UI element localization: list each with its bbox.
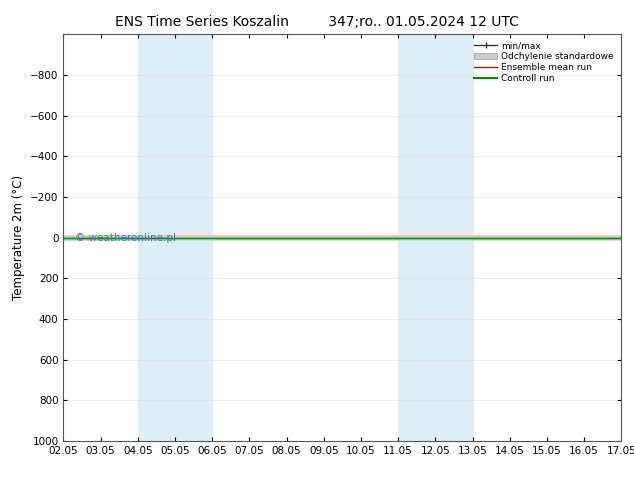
Y-axis label: Temperature 2m (°C): Temperature 2m (°C) [11,175,25,300]
Bar [398,34,472,441]
Text: © weatheronline.pl: © weatheronline.pl [75,233,176,243]
Legend: min/max, Odchylenie standardowe, Ensemble mean run, Controll run: min/max, Odchylenie standardowe, Ensembl… [472,39,617,86]
Text: ENS Time Series Koszalin         347;ro.. 01.05.2024 12 UTC: ENS Time Series Koszalin 347;ro.. 01.05.… [115,15,519,29]
Bar [138,34,212,441]
